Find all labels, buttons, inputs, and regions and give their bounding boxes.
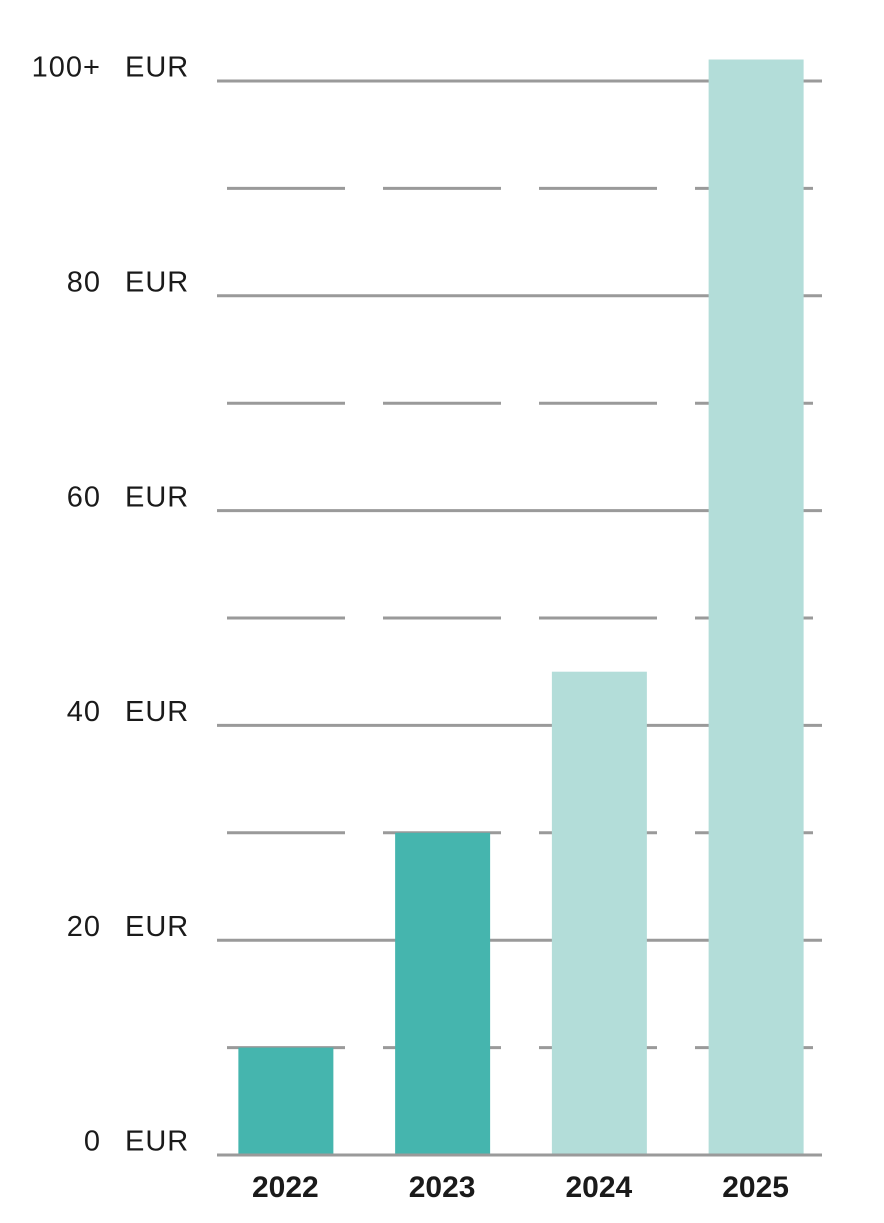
y-tick-unit: EUR <box>125 481 189 513</box>
y-tick-unit: EUR <box>125 52 189 84</box>
y-tick-unit: EUR <box>125 911 189 943</box>
y-tick-label: 0 <box>84 1126 101 1158</box>
y-tick-unit: EUR <box>125 1126 189 1158</box>
bar <box>708 59 804 1155</box>
bar <box>551 671 647 1155</box>
y-tick-label: 40 <box>67 696 101 728</box>
bar <box>238 1047 334 1155</box>
x-tick-label: 2023 <box>409 1171 476 1204</box>
x-tick-label: 2025 <box>722 1171 789 1204</box>
y-tick-label: 80 <box>67 266 101 298</box>
y-tick-label: 60 <box>67 481 101 513</box>
y-tick-unit: EUR <box>125 696 189 728</box>
y-tick-label: 20 <box>67 911 101 943</box>
y-tick-unit: EUR <box>125 266 189 298</box>
x-tick-label: 2022 <box>252 1171 319 1204</box>
y-tick-label: 100+ <box>32 52 101 84</box>
x-tick-label: 2024 <box>566 1171 633 1204</box>
bar <box>395 832 491 1155</box>
